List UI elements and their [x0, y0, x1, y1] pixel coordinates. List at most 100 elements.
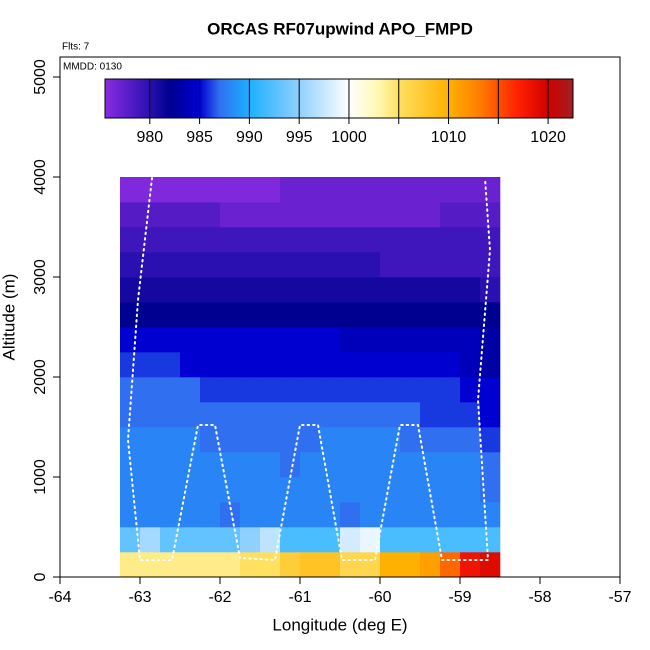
heatmap-cell: [300, 302, 321, 328]
note: MMDD: 0130: [63, 62, 122, 73]
heatmap-cell: [380, 427, 401, 453]
heatmap-cell: [300, 202, 321, 228]
heatmap-cell: [220, 377, 241, 403]
heatmap-cell: [140, 427, 161, 453]
heatmap-cell: [360, 327, 381, 353]
heatmap-cell: [240, 177, 261, 203]
heatmap-cell: [140, 552, 161, 578]
x-tick-label: -63: [128, 589, 151, 606]
heatmap-cell: [400, 277, 421, 303]
heatmap-cell: [140, 352, 161, 378]
heatmap-cell: [360, 202, 381, 228]
heatmap-cell: [380, 277, 401, 303]
heatmap-cell: [200, 402, 221, 428]
heatmap-cell: [380, 177, 401, 203]
heatmap-cell: [200, 427, 221, 453]
heatmap-cell: [180, 552, 201, 578]
heatmap-cell: [260, 327, 281, 353]
heatmap-cell: [220, 427, 241, 453]
heatmap-cell: [300, 477, 321, 503]
heatmap-cell: [420, 277, 441, 303]
heatmap-cell: [460, 177, 481, 203]
heatmap-cell: [180, 527, 201, 553]
heatmap-cell: [320, 227, 341, 253]
colorbar-tick-label: 985: [186, 129, 213, 146]
heatmap-cell: [400, 402, 421, 428]
heatmap-cell: [320, 402, 341, 428]
heatmap-cell: [340, 402, 361, 428]
heatmap-cell: [240, 527, 261, 553]
heatmap-cell: [320, 252, 341, 278]
heatmap-cell: [320, 302, 341, 328]
heatmap-cell: [200, 277, 221, 303]
heatmap-cell: [260, 302, 281, 328]
heatmap-cell: [200, 227, 221, 253]
colorbar-tick-label: 995: [286, 129, 313, 146]
heatmap-cell: [280, 402, 301, 428]
y-tick-label: 5000: [32, 59, 49, 95]
heatmap-cell: [240, 452, 261, 478]
heatmap-cell: [280, 302, 301, 328]
heatmap-cell: [440, 477, 461, 503]
heatmap-cell: [460, 402, 481, 428]
chart-title: ORCAS RF07upwind APO_FMPD: [207, 19, 473, 38]
heatmap-cell: [420, 252, 441, 278]
heatmap-cell: [120, 302, 141, 328]
heatmap-cell: [200, 527, 221, 553]
heatmap-cell: [440, 252, 461, 278]
heatmap-cell: [180, 327, 201, 353]
heatmap-cell: [400, 352, 421, 378]
heatmap-cell: [480, 377, 501, 403]
heatmap-cell: [280, 277, 301, 303]
heatmap-cell: [320, 502, 341, 528]
heatmap-cell: [420, 377, 441, 403]
heatmap-cell: [460, 352, 481, 378]
heatmap-cell: [220, 352, 241, 378]
heatmap-cell: [180, 202, 201, 228]
heatmap-cell: [160, 552, 181, 578]
heatmap-cell: [400, 552, 421, 578]
heatmap-cell: [200, 302, 221, 328]
heatmap-cell: [360, 252, 381, 278]
heatmap-cell: [360, 227, 381, 253]
heatmap-cell: [460, 302, 481, 328]
heatmap-cell: [280, 327, 301, 353]
heatmap-cell: [140, 252, 161, 278]
heatmap-cell: [120, 427, 141, 453]
heatmap-cell: [360, 502, 381, 528]
heatmap-cell: [120, 177, 141, 203]
colorbar-tick-label: 1000: [331, 129, 367, 146]
heatmap-cell: [260, 552, 281, 578]
note: Flts: 7: [62, 42, 90, 53]
heatmap-cell: [320, 552, 341, 578]
heatmap-cell: [260, 277, 281, 303]
heatmap-cell: [480, 427, 501, 453]
heatmap-cell: [160, 227, 181, 253]
heatmap-cell: [440, 552, 461, 578]
heatmap-cell: [180, 302, 201, 328]
heatmap-cell: [420, 327, 441, 353]
heatmap-cell: [220, 552, 241, 578]
heatmap-cell: [240, 502, 261, 528]
heatmap-cell: [340, 177, 361, 203]
heatmap-cell: [280, 202, 301, 228]
heatmap-cell: [340, 302, 361, 328]
heatmap-cell: [160, 252, 181, 278]
y-tick-label: 4000: [32, 159, 49, 195]
heatmap-cell: [380, 227, 401, 253]
heatmap-cell: [360, 452, 381, 478]
heatmap-cell: [440, 502, 461, 528]
heatmap-cell: [160, 427, 181, 453]
heatmap-cell: [320, 177, 341, 203]
heatmap-cell: [440, 402, 461, 428]
heatmap-cell: [480, 552, 501, 578]
heatmap-cell: [420, 227, 441, 253]
heatmap-cell: [300, 327, 321, 353]
heatmap-cell: [400, 202, 421, 228]
heatmap-cell: [280, 452, 301, 478]
heatmap-cell: [200, 477, 221, 503]
heatmap-cell: [120, 527, 141, 553]
heatmap-cell: [340, 502, 361, 528]
heatmap-cell: [240, 352, 261, 378]
